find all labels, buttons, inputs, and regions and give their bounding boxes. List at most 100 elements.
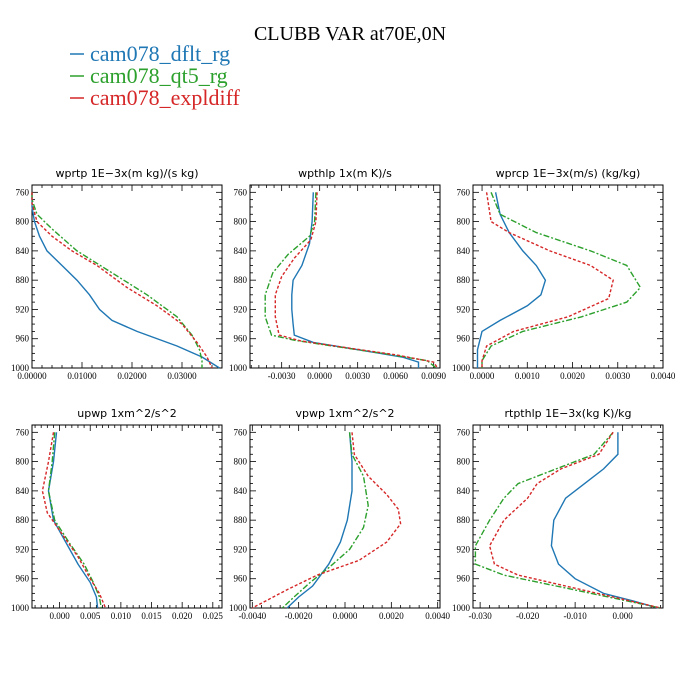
ytick-label-vpwp: 880 bbox=[234, 515, 248, 525]
figure: CLUBB VAR at70E,0N cam078_dflt_rg cam078… bbox=[0, 0, 700, 700]
series-line-vpwp-1 bbox=[282, 432, 368, 608]
panel-wprcp: wprcp 1E−3x(m/s) (kg/kg) 760 800 840 880 920 9… bbox=[452, 167, 676, 381]
series-line-upwp-1 bbox=[49, 432, 102, 608]
series-line-wpthlp-0 bbox=[292, 192, 419, 368]
ytick-label-upwp: 960 bbox=[16, 574, 30, 584]
series-line-wpthlp-2 bbox=[275, 192, 437, 368]
xtick-label-wpthlp: 0.0030 bbox=[345, 371, 370, 381]
ytick-label-wprcp: 880 bbox=[457, 275, 471, 285]
panel-frame-upwp bbox=[32, 425, 222, 608]
xtick-label-wpthlp: 0.0060 bbox=[383, 371, 408, 381]
panel-title-rtpthlp: rtpthlp 1E−3x(kg K)/kg bbox=[504, 407, 631, 420]
xtick-label-rtpthlp: -0.010 bbox=[564, 611, 588, 621]
ytick-label-wpthlp: 920 bbox=[234, 304, 248, 314]
ytick-label-wprcp: 1000 bbox=[452, 363, 471, 373]
ytick-label-rtpthlp: 920 bbox=[457, 544, 471, 554]
series-line-vpwp-0 bbox=[287, 432, 352, 608]
legend: cam078_dflt_rg cam078_qt5_rg cam078_expl… bbox=[70, 41, 241, 110]
ytick-label-vpwp: 960 bbox=[234, 574, 248, 584]
panel-rtpthlp: rtpthlp 1E−3x(kg K)/kg 760 800 840 880 920 960… bbox=[452, 407, 663, 621]
xtick-label-rtpthlp: -0.030 bbox=[469, 611, 493, 621]
ytick-label-vpwp: 800 bbox=[234, 457, 248, 467]
xtick-label-wprtp: 0.00000 bbox=[17, 371, 47, 381]
panel-vpwp: vpwp 1xm^2/s^27608008408809209601000-0.0… bbox=[229, 407, 451, 621]
panel-title-wprcp: wprcp 1E−3x(m/s) (kg/kg) bbox=[496, 167, 641, 180]
ytick-label-rtpthlp: 960 bbox=[457, 574, 471, 584]
xtick-label-vpwp: 0.0000 bbox=[333, 611, 358, 621]
series-line-upwp-0 bbox=[49, 432, 98, 608]
legend-label-expldiff: cam078_expldiff bbox=[90, 85, 241, 110]
xtick-label-upwp: 0.020 bbox=[172, 611, 193, 621]
ytick-label-upwp: 1000 bbox=[11, 603, 30, 613]
ytick-label-wprcp: 960 bbox=[457, 334, 471, 344]
figure-title: CLUBB VAR at70E,0N bbox=[254, 23, 446, 45]
ytick-label-wprtp: 880 bbox=[16, 275, 30, 285]
series-line-wprtp-2 bbox=[32, 192, 212, 368]
series-line-wprcp-0 bbox=[478, 192, 546, 368]
xtick-label-vpwp: 0.0020 bbox=[379, 611, 404, 621]
series-line-wprcp-1 bbox=[482, 192, 640, 368]
ytick-label-wprcp: 800 bbox=[457, 217, 471, 227]
panel-wprtp: wprtp 1E−3x(m kg)/(s kg) 760 800 840 880 920 9… bbox=[11, 167, 222, 381]
series-line-vpwp-2 bbox=[252, 432, 400, 608]
series-line-rtpthlp-2 bbox=[490, 432, 661, 608]
xtick-label-wpthlp: 0.0090 bbox=[421, 371, 446, 381]
ytick-label-vpwp: 920 bbox=[234, 544, 248, 554]
panel-frame-wprtp bbox=[32, 185, 222, 368]
xtick-label-wprcp: 0.0030 bbox=[605, 371, 630, 381]
panel-wpthlp: wpthlp 1x(m K)/s 760 800 840 880 920 960 1000 -0… bbox=[229, 167, 447, 381]
xtick-label-wpthlp: -0.0030 bbox=[268, 371, 296, 381]
ytick-label-rtpthlp: 880 bbox=[457, 515, 471, 525]
panel-title-vpwp: vpwp 1xm^2/s^2 bbox=[295, 407, 394, 420]
ytick-label-rtpthlp: 840 bbox=[457, 486, 471, 496]
ytick-label-upwp: 920 bbox=[16, 544, 30, 554]
panel-title-upwp: upwp 1xm^2/s^2 bbox=[77, 407, 177, 420]
ytick-label-vpwp: 840 bbox=[234, 486, 248, 496]
series-line-wprtp-0 bbox=[32, 192, 220, 368]
xtick-label-wprtp: 0.01000 bbox=[67, 371, 97, 381]
xtick-label-wprcp: 0.0010 bbox=[515, 371, 540, 381]
xtick-label-rtpthlp: -0.020 bbox=[516, 611, 540, 621]
ytick-label-wpthlp: 880 bbox=[234, 275, 248, 285]
series-line-wpthlp-1 bbox=[265, 192, 436, 368]
xtick-label-wprcp: 0.0000 bbox=[470, 371, 495, 381]
xtick-label-upwp: 0.000 bbox=[49, 611, 70, 621]
ytick-label-upwp: 760 bbox=[16, 427, 30, 437]
xtick-label-wprtp: 0.02000 bbox=[117, 371, 147, 381]
ytick-label-rtpthlp: 760 bbox=[457, 427, 471, 437]
ytick-label-wpthlp: 800 bbox=[234, 217, 248, 227]
xtick-label-upwp: 0.015 bbox=[141, 611, 162, 621]
xtick-label-wprcp: 0.0020 bbox=[560, 371, 585, 381]
ytick-label-wpthlp: 840 bbox=[234, 246, 248, 256]
panel-title-wpthlp: wpthlp 1x(m K)/s bbox=[298, 167, 392, 180]
ytick-label-wprtp: 840 bbox=[16, 246, 30, 256]
ytick-label-wprtp: 920 bbox=[16, 304, 30, 314]
series-line-wprtp-1 bbox=[32, 192, 202, 368]
ytick-label-upwp: 880 bbox=[16, 515, 30, 525]
xtick-label-wpthlp: 0.0000 bbox=[307, 371, 332, 381]
panel-frame-rtpthlp bbox=[473, 425, 663, 608]
panel-title-wprtp: wprtp 1E−3x(m kg)/(s kg) bbox=[56, 167, 199, 180]
ytick-label-wprtp: 800 bbox=[16, 217, 30, 227]
ytick-label-upwp: 800 bbox=[16, 457, 30, 467]
xtick-label-vpwp: -0.0020 bbox=[285, 611, 313, 621]
xtick-label-wprcp: 0.0040 bbox=[651, 371, 676, 381]
series-line-rtpthlp-1 bbox=[475, 432, 660, 608]
ytick-label-vpwp: 760 bbox=[234, 427, 248, 437]
ytick-label-wprtp: 760 bbox=[16, 187, 30, 197]
ytick-label-wpthlp: 1000 bbox=[229, 363, 248, 373]
panel-frame-wpthlp bbox=[250, 185, 440, 368]
xtick-label-upwp: 0.025 bbox=[203, 611, 224, 621]
panels: wprtp 1E−3x(m kg)/(s kg) 760 800 840 880 920 9… bbox=[11, 167, 676, 621]
series-line-rtpthlp-0 bbox=[551, 432, 658, 608]
xtick-label-vpwp: -0.0040 bbox=[238, 611, 266, 621]
ytick-label-wprtp: 960 bbox=[16, 334, 30, 344]
ytick-label-wpthlp: 960 bbox=[234, 334, 248, 344]
panel-upwp: upwp 1xm^2/s^2 760 800 840 880 920 960 1000 0.00… bbox=[11, 407, 223, 621]
ytick-label-wprcp: 760 bbox=[457, 187, 471, 197]
xtick-label-rtpthlp: 0.000 bbox=[613, 611, 634, 621]
ytick-label-upwp: 840 bbox=[16, 486, 30, 496]
ytick-label-wpthlp: 760 bbox=[234, 187, 248, 197]
panel-frame-vpwp bbox=[250, 425, 440, 608]
xtick-label-vpwp: 0.0040 bbox=[425, 611, 450, 621]
